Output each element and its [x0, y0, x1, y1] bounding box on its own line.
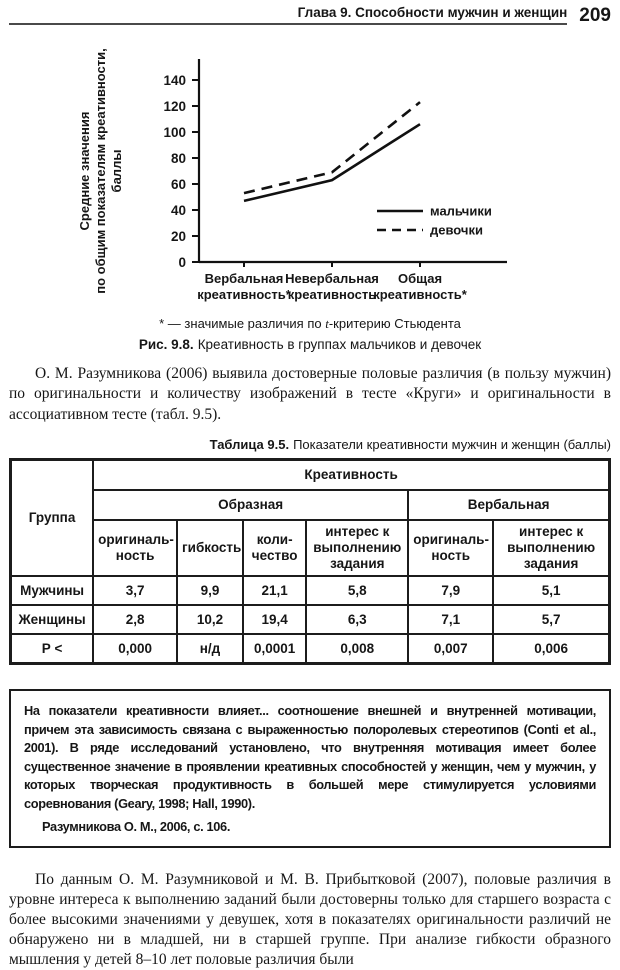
- column-header-interest-2: интерес к выполнению задания: [492, 519, 611, 578]
- table-cell: 19,4: [241, 604, 308, 636]
- table-row-men: Мужчины 3,7 9,9 21,1 5,8 7,9 5,1: [9, 575, 611, 607]
- row-label: Мужчины: [9, 575, 95, 607]
- table-row-pvalue: Р < 0,000 н/д 0,0001 0,008 0,007 0,006: [9, 633, 611, 665]
- table-row-women: Женщины 2,8 10,2 19,4 6,3 7,1 5,7: [9, 604, 611, 636]
- creativity-table: Группа Креативность Образная Вербальная …: [9, 458, 611, 666]
- table-header-row-2: Образная Вербальная: [11, 489, 611, 522]
- table-cell: 0,000: [92, 633, 179, 665]
- table-cell: 2,8: [92, 604, 179, 636]
- svg-text:40: 40: [171, 203, 186, 218]
- figure-note-italic-t: t: [325, 316, 329, 331]
- quote-text: На показатели креативности влияет... соо…: [24, 703, 596, 811]
- table-caption: Таблица 9.5. Показатели креативности мужч…: [9, 437, 611, 452]
- column-header-interest-1: интерес к выполнению задания: [305, 519, 410, 578]
- row-label: Женщины: [9, 604, 95, 636]
- table-cell: 21,1: [241, 575, 308, 607]
- svg-text:60: 60: [171, 177, 186, 192]
- svg-text:креативность*: креативность*: [373, 287, 467, 302]
- table-cell: 7,1: [407, 604, 495, 636]
- table-cell: 5,1: [492, 575, 611, 607]
- creativity-chart: 020406080100120140Вербальнаякреативность…: [77, 48, 507, 302]
- figure-note: * — значимые различия по t-критерию Стью…: [9, 316, 611, 332]
- table-cell: 6,3: [305, 604, 410, 636]
- column-header-originality-2: оригиналь-ность: [407, 519, 495, 578]
- svg-text:по общим показателям креативно: по общим показателям креативности,: [93, 48, 108, 294]
- paragraph-1: О. М. Разумникова (2006) выявила достове…: [9, 365, 611, 423]
- figure-caption-label: Рис. 9.8.: [138, 337, 194, 352]
- column-header-originality-1: оригиналь-ность: [92, 519, 179, 578]
- running-head: Глава 9. Способности мужчин и женщин: [9, 5, 568, 25]
- svg-text:80: 80: [171, 151, 186, 166]
- figure-note-suffix: -критерию Стьюдента: [328, 316, 461, 331]
- svg-text:креативность: креативность: [288, 287, 376, 302]
- table-cell: 0,0001: [241, 633, 308, 665]
- table-header-row-1: Группа Креативность: [9, 458, 611, 578]
- svg-text:Невербальная: Невербальная: [285, 271, 379, 286]
- svg-text:мальчики: мальчики: [430, 204, 492, 219]
- svg-text:Вербальная: Вербальная: [205, 271, 284, 286]
- table-cell: 7,9: [407, 575, 495, 607]
- column-header-quantity: коли-чество: [241, 519, 308, 578]
- column-header-flexibility: гибкость: [176, 519, 244, 578]
- table-cell: 0,006: [492, 633, 611, 665]
- figure-note-prefix: * — значимые различия по: [159, 316, 326, 331]
- table-cell: н/д: [176, 633, 244, 665]
- svg-text:баллы: баллы: [109, 150, 124, 193]
- row-label: Р <: [9, 633, 95, 665]
- figure-caption-text: Креативность в группах мальчиков и девоч…: [197, 337, 482, 352]
- column-header-creativity: Креативность: [92, 458, 611, 492]
- page-header: Глава 9. Способности мужчин и женщин 209: [9, 5, 611, 25]
- chapter-title: Глава 9. Способности мужчин и женщин: [297, 5, 568, 20]
- table-cell: 0,007: [407, 633, 495, 665]
- svg-text:0: 0: [178, 255, 186, 270]
- svg-text:20: 20: [171, 229, 186, 244]
- column-header-verbal: Вербальная: [407, 489, 611, 522]
- quote-box: На показатели креативности влияет... соо…: [9, 689, 611, 848]
- table-cell: 5,7: [492, 604, 611, 636]
- svg-text:креативность*: креативность*: [197, 287, 291, 302]
- figure-9-8: 0 20 40 60 80 100 120 140 Вербальная креативность…: [9, 37, 611, 352]
- svg-text:девочки: девочки: [430, 223, 483, 238]
- table-cell: 0,008: [305, 633, 410, 665]
- column-header-figurative: Образная: [92, 489, 410, 522]
- table-header-row-3: оригиналь-ность гибкость коли-чество инт…: [11, 519, 611, 578]
- svg-text:Средние значения: Средние значения: [77, 112, 92, 231]
- svg-text:Общая: Общая: [398, 271, 442, 286]
- svg-text:100: 100: [163, 125, 186, 140]
- table-caption-text: Показатели креативности мужчин и женщин …: [293, 437, 611, 453]
- svg-text:120: 120: [163, 99, 186, 114]
- table-cell: 5,8: [305, 575, 410, 607]
- svg-text:140: 140: [163, 73, 186, 88]
- table-cell: 10,2: [176, 604, 244, 636]
- table-cell: 9,9: [176, 575, 244, 607]
- figure-caption: Рис. 9.8. Креативность в группах мальчико…: [9, 337, 611, 352]
- table-caption-label: Таблица 9.5.: [209, 437, 290, 453]
- page-number: 209: [579, 5, 611, 26]
- paragraph-2: По данным О. М. Разумниковой и М. В. При…: [9, 870, 611, 968]
- column-header-group: Группа: [9, 458, 95, 578]
- table-cell: 3,7: [92, 575, 179, 607]
- quote-attribution: Разумникова О. М., 2006, с. 106.: [42, 819, 231, 835]
